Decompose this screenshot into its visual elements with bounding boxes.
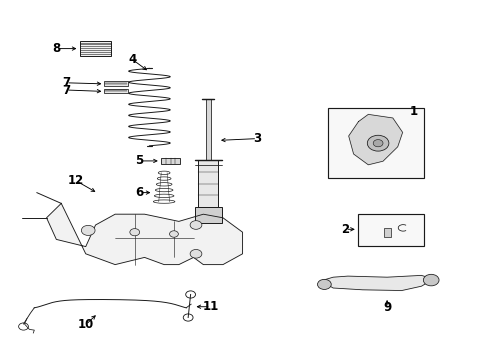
Circle shape bbox=[130, 229, 140, 236]
Bar bbox=[384, 228, 392, 237]
Circle shape bbox=[190, 249, 202, 258]
Circle shape bbox=[368, 135, 389, 151]
Polygon shape bbox=[321, 275, 434, 291]
Text: 3: 3 bbox=[253, 132, 261, 145]
Text: 6: 6 bbox=[136, 186, 144, 199]
Bar bbox=[358, 214, 424, 246]
Bar bbox=[104, 81, 128, 86]
Bar bbox=[195, 207, 221, 223]
Bar bbox=[79, 41, 112, 56]
Circle shape bbox=[81, 225, 95, 235]
Text: 10: 10 bbox=[77, 318, 94, 331]
Text: 11: 11 bbox=[202, 300, 219, 313]
Circle shape bbox=[423, 274, 439, 286]
Text: 1: 1 bbox=[410, 105, 418, 118]
Text: 2: 2 bbox=[342, 223, 349, 236]
Text: 5: 5 bbox=[136, 154, 144, 167]
Text: 7: 7 bbox=[62, 84, 70, 96]
Bar bbox=[198, 160, 218, 207]
Text: 4: 4 bbox=[128, 53, 136, 66]
Bar bbox=[328, 108, 424, 178]
Text: 8: 8 bbox=[52, 42, 60, 55]
Polygon shape bbox=[349, 114, 403, 165]
Bar bbox=[206, 99, 211, 160]
Bar bbox=[104, 89, 128, 93]
Circle shape bbox=[170, 231, 178, 237]
Circle shape bbox=[373, 140, 383, 147]
Circle shape bbox=[190, 221, 202, 229]
Text: 12: 12 bbox=[68, 174, 84, 187]
Circle shape bbox=[318, 279, 331, 289]
Polygon shape bbox=[47, 203, 243, 265]
Text: 9: 9 bbox=[383, 301, 391, 314]
Text: 7: 7 bbox=[62, 76, 70, 89]
Bar bbox=[161, 158, 180, 164]
